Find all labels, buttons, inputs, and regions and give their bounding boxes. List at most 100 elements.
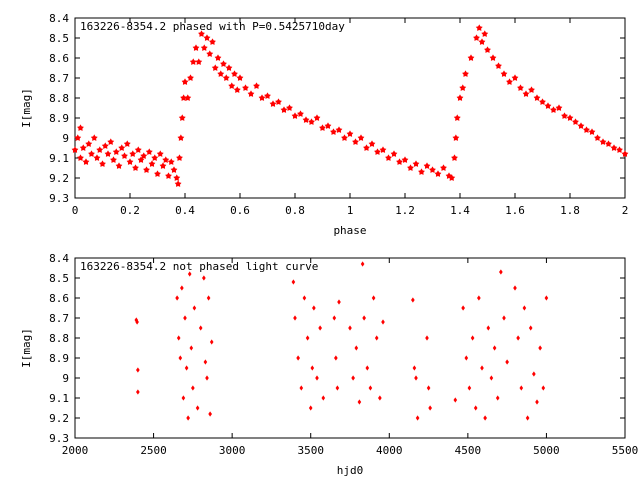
data-point — [610, 144, 618, 151]
data-point — [231, 70, 238, 77]
data-point — [379, 146, 387, 153]
x-tick-label: 1.2 — [395, 204, 415, 217]
data-point — [566, 114, 574, 121]
data-point — [594, 134, 601, 141]
data-point — [532, 371, 536, 377]
data-point — [351, 375, 355, 381]
data-point — [85, 140, 93, 147]
data-point — [121, 152, 128, 159]
data-point — [499, 269, 503, 275]
y-tick-label: 9 — [62, 132, 69, 145]
chart-title-top: 163226-8354.2 phased with P=0.5425710day — [80, 20, 345, 33]
unphased-light-curve-panel: 2000 2500 3000 3500 4000 4500 5000 5500 8.4 8.5 8.… — [20, 252, 638, 477]
x-tick-label: 2500 — [140, 444, 167, 457]
data-point — [412, 160, 420, 167]
data-point — [378, 395, 382, 401]
data-point — [176, 335, 181, 341]
data-point — [228, 82, 236, 89]
data-point — [211, 64, 219, 71]
y-tick-label: 8.4 — [49, 252, 69, 265]
data-point — [354, 345, 359, 351]
data-point — [77, 124, 84, 131]
data-point — [280, 106, 288, 113]
x-axis-label-top: phase — [333, 224, 366, 237]
data-point — [186, 415, 190, 421]
data-point — [357, 399, 362, 405]
data-point — [555, 104, 563, 111]
data-point — [136, 389, 140, 395]
data-point — [517, 84, 524, 91]
data-point — [544, 295, 549, 301]
y-axis-label-top: I[mag] — [20, 88, 33, 128]
data-point — [297, 110, 304, 117]
data-point — [178, 114, 186, 121]
y-tick-label: 9.2 — [49, 412, 69, 425]
data-point — [134, 146, 142, 153]
data-point — [396, 158, 403, 165]
data-point — [220, 60, 227, 67]
data-point — [181, 78, 189, 85]
x-tick-label: 3000 — [219, 444, 246, 457]
data-point — [544, 102, 552, 109]
data-point — [101, 142, 109, 149]
data-point — [126, 158, 134, 165]
data-point — [209, 38, 216, 45]
x-tick-label: 1.4 — [450, 204, 470, 217]
data-point — [200, 44, 208, 51]
data-point — [203, 359, 208, 365]
y-tick-label: 9.2 — [49, 172, 69, 185]
data-point — [203, 34, 211, 41]
data-point — [511, 74, 519, 81]
x-tick-label: 1.8 — [560, 204, 580, 217]
data-point — [225, 64, 233, 71]
y-tick-label: 8.8 — [49, 332, 69, 345]
data-point — [77, 154, 84, 161]
data-point — [365, 365, 370, 371]
data-point — [135, 319, 139, 325]
data-point — [319, 124, 326, 131]
data-point — [473, 405, 478, 411]
data-point — [205, 375, 209, 381]
y-tick-label: 8.7 — [49, 72, 69, 85]
x-tick-label: 3500 — [297, 444, 324, 457]
data-point — [429, 166, 436, 173]
data-point — [390, 150, 398, 157]
data-point — [453, 114, 461, 121]
data-point — [461, 305, 465, 311]
data-point — [184, 94, 192, 101]
data-point — [79, 144, 87, 151]
data-point — [140, 152, 148, 159]
data-point — [538, 345, 542, 351]
data-point — [206, 50, 214, 57]
data-point — [296, 355, 300, 361]
data-point — [217, 70, 225, 77]
data-point — [173, 174, 181, 181]
data-point — [187, 74, 194, 81]
data-point — [368, 140, 376, 147]
y-tick-label: 8.6 — [49, 292, 69, 305]
data-point — [178, 355, 183, 361]
data-point — [411, 297, 415, 303]
data-point — [129, 150, 137, 157]
data-point — [363, 144, 370, 151]
data-point — [423, 162, 431, 169]
data-point — [176, 154, 183, 161]
x-tick-label: 5500 — [612, 444, 639, 457]
data-point — [192, 44, 200, 51]
data-point — [180, 94, 187, 101]
data-point — [302, 295, 307, 301]
data-point — [82, 158, 90, 165]
data-point — [71, 146, 79, 153]
data-point — [177, 134, 185, 141]
data-point — [175, 295, 179, 301]
y-tick-label: 8.9 — [49, 112, 69, 125]
data-point — [588, 128, 596, 135]
data-point — [310, 365, 315, 371]
data-point — [189, 345, 194, 351]
data-point — [448, 174, 456, 181]
data-point — [425, 335, 429, 341]
data-point — [156, 150, 164, 157]
x-axis-label-bottom: hjd0 — [337, 464, 364, 477]
data-point — [459, 84, 467, 91]
